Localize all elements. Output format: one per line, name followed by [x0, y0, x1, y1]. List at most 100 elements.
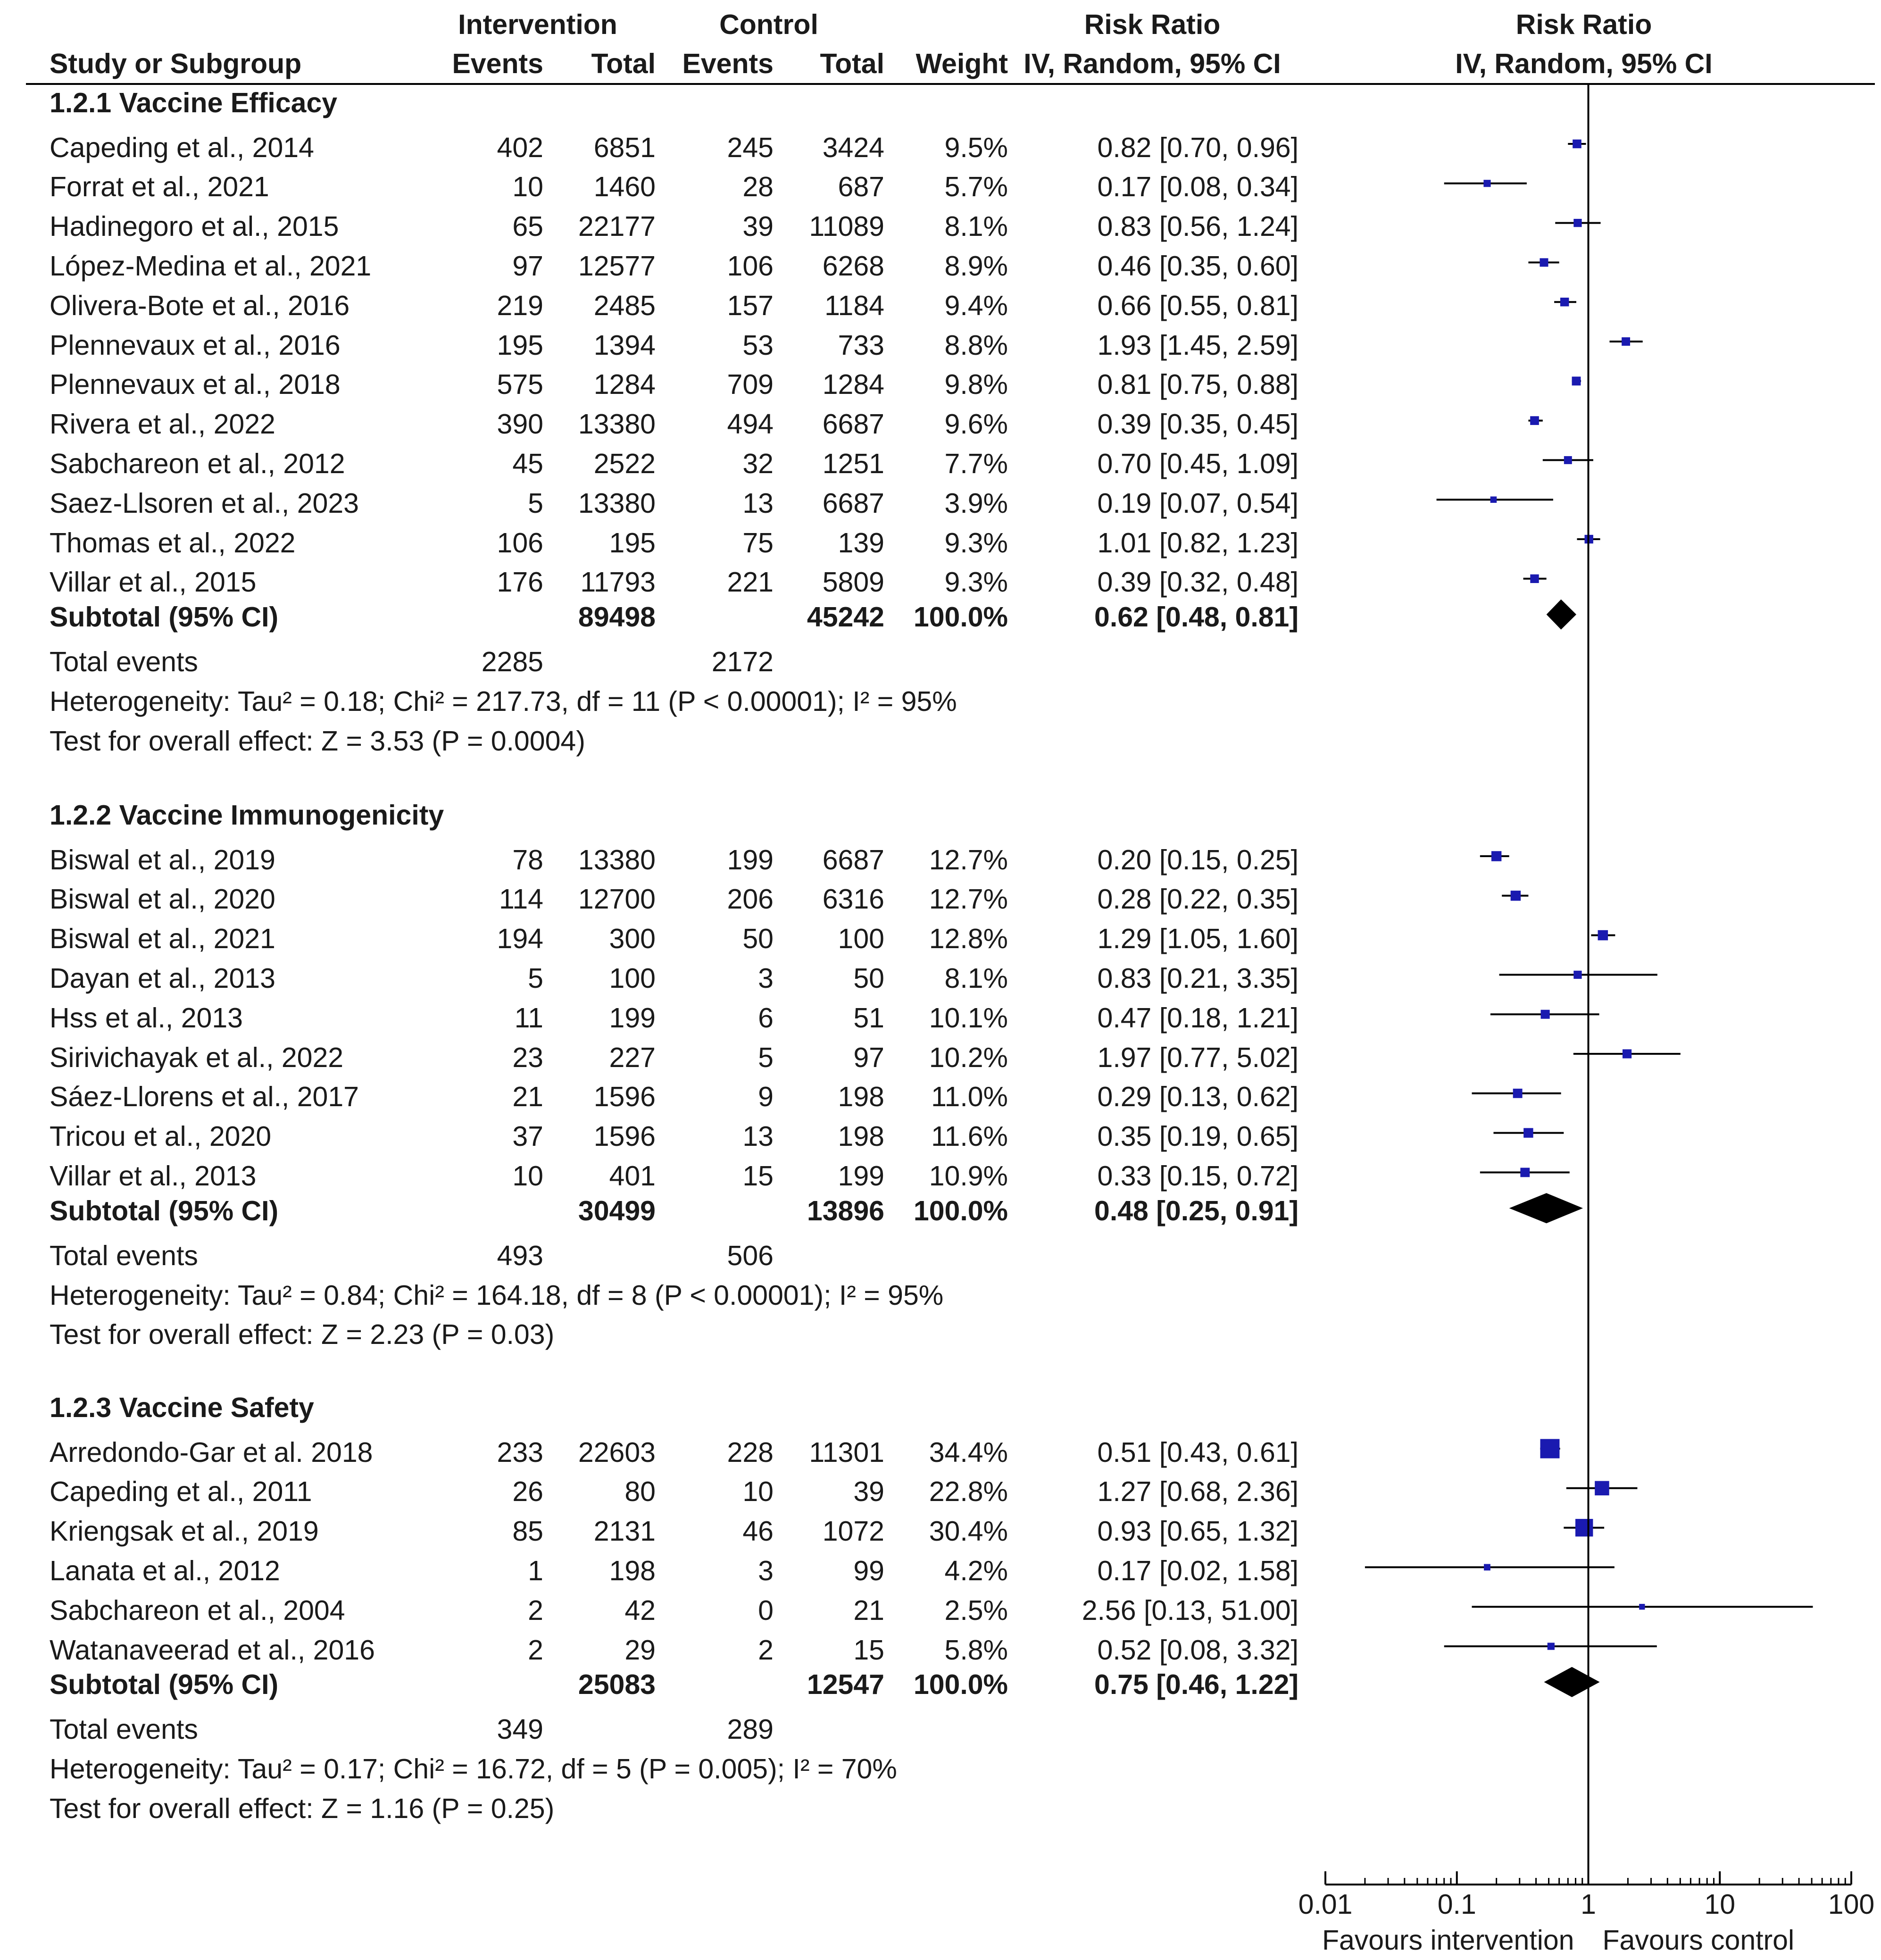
- ctl-events: 2: [758, 1634, 774, 1666]
- risk-ratio-ci: 0.81 [0.75, 0.88]: [1097, 369, 1298, 400]
- study-name: Forrat et al., 2021: [50, 171, 269, 203]
- study-name: Watanaveerad et al., 2016: [50, 1634, 375, 1666]
- tick-label: 0.1: [1437, 1888, 1476, 1920]
- int-events: 23: [512, 1042, 543, 1073]
- header-method: IV, Random, 95% CI: [1024, 48, 1281, 79]
- int-events: 11: [514, 1002, 543, 1034]
- overall-effect: Test for overall effect: Z = 2.23 (P = 0…: [50, 1319, 555, 1351]
- effect-marker: [1520, 1168, 1530, 1177]
- study-name: Plennevaux et al., 2016: [50, 329, 341, 361]
- int-total: 22177: [578, 211, 656, 242]
- study-name: Capeding et al., 2014: [50, 132, 314, 163]
- ctl-total: 1072: [822, 1516, 884, 1547]
- header-weight: Weight: [916, 48, 1008, 79]
- int-events: 194: [497, 923, 543, 955]
- ctl-events: 50: [742, 923, 774, 955]
- total-events-int: 2285: [481, 646, 543, 678]
- effect-marker: [1622, 1049, 1632, 1059]
- effect-marker: [1560, 297, 1569, 307]
- tick-label: 1: [1581, 1888, 1596, 1920]
- effect-marker: [1547, 1643, 1555, 1650]
- header-control: Control: [719, 8, 818, 40]
- effect-marker: [1595, 1481, 1609, 1496]
- risk-ratio-ci: 0.35 [0.19, 0.65]: [1097, 1121, 1298, 1152]
- ctl-total: 39: [853, 1476, 884, 1508]
- ctl-total: 139: [838, 527, 884, 559]
- study-name: Lanata et al., 2012: [50, 1555, 280, 1586]
- tick-label: 10: [1704, 1888, 1736, 1920]
- subtotal-label: Subtotal (95% CI): [50, 1669, 279, 1701]
- subtotal-ci: 0.75 [0.46, 1.22]: [1094, 1669, 1298, 1701]
- effect-marker: [1573, 970, 1582, 979]
- ctl-events: 10: [742, 1476, 774, 1508]
- weight: 8.8%: [944, 329, 1008, 361]
- effect-marker: [1540, 1439, 1560, 1459]
- int-events: 575: [497, 369, 543, 400]
- weight: 10.9%: [929, 1160, 1008, 1192]
- study-name: Thomas et al., 2022: [50, 527, 296, 559]
- int-events: 65: [512, 211, 543, 242]
- risk-ratio-ci: 1.93 [1.45, 2.59]: [1097, 329, 1298, 361]
- ctl-events: 199: [727, 844, 774, 876]
- group-title: 1.2.1 Vaccine Efficacy: [50, 87, 338, 118]
- ctl-events: 709: [727, 369, 774, 400]
- risk-ratio-ci: 0.83 [0.56, 1.24]: [1097, 211, 1298, 242]
- int-total: 29: [624, 1634, 656, 1666]
- study-name: Rivera et al., 2022: [50, 409, 275, 440]
- study-name: Capeding et al., 2011: [50, 1476, 312, 1508]
- ctl-total: 199: [838, 1160, 884, 1192]
- study-name: Sirivichayak et al., 2022: [50, 1042, 344, 1073]
- ctl-total: 6687: [822, 487, 884, 519]
- risk-ratio-ci: 1.27 [0.68, 2.36]: [1097, 1476, 1298, 1508]
- ctl-events: 106: [727, 250, 774, 282]
- int-total: 1596: [593, 1121, 656, 1152]
- int-events: 97: [512, 250, 543, 282]
- subtotal-label: Subtotal (95% CI): [50, 601, 279, 633]
- effect-marker: [1639, 1604, 1645, 1610]
- effect-marker: [1523, 1128, 1533, 1138]
- ctl-total: 99: [853, 1555, 884, 1586]
- footer-favours-intervention: Favours intervention: [1322, 1924, 1574, 1956]
- ctl-events: 46: [742, 1516, 774, 1547]
- weight: 8.9%: [944, 250, 1008, 282]
- risk-ratio-ci: 0.39 [0.32, 0.48]: [1097, 567, 1298, 598]
- risk-ratio-ci: 0.28 [0.22, 0.35]: [1097, 884, 1298, 915]
- ctl-events: 221: [727, 567, 774, 598]
- group-title: 1.2.3 Vaccine Safety: [50, 1392, 314, 1423]
- header-risk-ratio: Risk Ratio: [1084, 8, 1221, 40]
- risk-ratio-ci: 0.20 [0.15, 0.25]: [1097, 844, 1298, 876]
- ctl-events: 6: [758, 1002, 774, 1034]
- study-name: Tricou et al., 2020: [50, 1121, 272, 1152]
- subtotal-ci: 0.62 [0.48, 0.81]: [1094, 601, 1298, 633]
- effect-marker: [1490, 496, 1497, 503]
- subtotal-weight: 100.0%: [913, 1669, 1008, 1701]
- ctl-total: 733: [838, 329, 884, 361]
- ctl-total: 6687: [822, 844, 884, 876]
- risk-ratio-ci: 0.83 [0.21, 3.35]: [1097, 962, 1298, 994]
- int-events: 233: [497, 1436, 543, 1468]
- int-total: 300: [609, 923, 656, 955]
- header-ctl-total: Total: [820, 48, 884, 79]
- risk-ratio-ci: 1.29 [1.05, 1.60]: [1097, 923, 1298, 955]
- weight: 3.9%: [944, 487, 1008, 519]
- weight: 11.6%: [931, 1121, 1008, 1152]
- study-name: Hadinegoro et al., 2015: [50, 211, 339, 242]
- subtotal-weight: 100.0%: [913, 1195, 1008, 1226]
- weight: 7.7%: [944, 448, 1008, 479]
- int-total: 198: [609, 1555, 656, 1586]
- int-events: 106: [497, 527, 543, 559]
- int-events: 176: [497, 567, 543, 598]
- risk-ratio-ci: 0.39 [0.35, 0.45]: [1097, 409, 1298, 440]
- ctl-total: 51: [853, 1002, 884, 1034]
- weight: 11.0%: [931, 1081, 1008, 1113]
- ctl-total: 1251: [822, 448, 884, 479]
- ctl-total: 15: [853, 1634, 884, 1666]
- effect-marker: [1540, 258, 1548, 267]
- header-ctl-events: Events: [682, 48, 774, 79]
- risk-ratio-ci: 2.56 [0.13, 51.00]: [1082, 1594, 1298, 1626]
- effect-marker: [1573, 139, 1581, 149]
- total-events-label: Total events: [50, 646, 198, 678]
- risk-ratio-ci: 0.46 [0.35, 0.60]: [1097, 250, 1298, 282]
- study-name: Sabchareon et al., 2012: [50, 448, 345, 479]
- study-name: Olivera-Bote et al., 2016: [50, 290, 350, 321]
